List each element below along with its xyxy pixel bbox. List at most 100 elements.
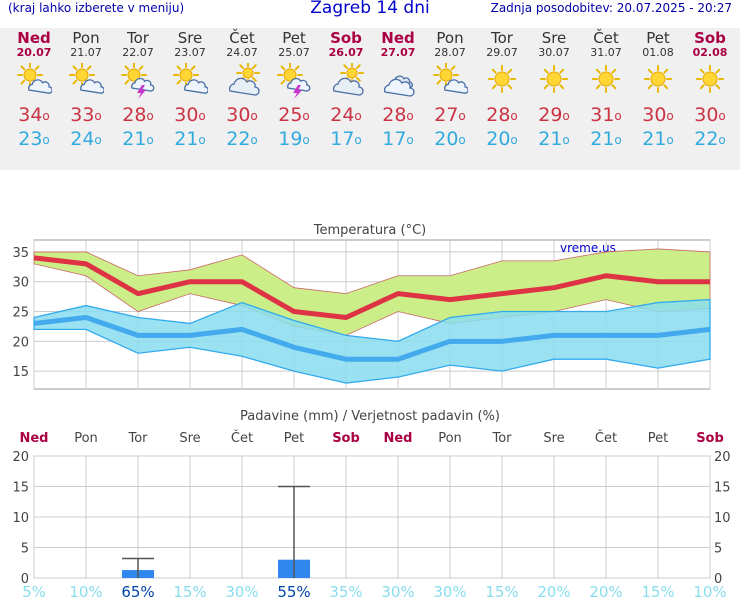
day-name: Sre — [541, 29, 567, 47]
day-date: 26.07 — [328, 46, 364, 59]
forecast-day: Tor 29.07 28o 20o — [476, 30, 528, 151]
precip-probability: 30% — [433, 583, 466, 600]
day-name: Pet — [282, 29, 306, 47]
temp-min: 21o — [122, 128, 154, 150]
precip-day-label: Tor — [127, 431, 148, 446]
precip-y-tick-left: 5 — [21, 542, 29, 557]
temp-chart-title: Temperatura (°C) — [313, 223, 426, 238]
temp-max: 30o — [174, 104, 206, 126]
forecast-day: Tor 22.07 28o 21o — [112, 30, 164, 151]
temp-max: 25o — [278, 104, 310, 126]
precip-probability: 15% — [641, 583, 674, 600]
forecast-day: Sre 30.07 29o 21o — [528, 30, 580, 151]
forecast-day: Pet 25.07 25o 19o — [268, 30, 320, 151]
precip-y-tick-left: 10 — [12, 511, 29, 526]
forecast-day: Sob 02.08 30o 22o — [684, 30, 736, 151]
temp-min: 22o — [694, 128, 726, 150]
precip-probability: 30% — [225, 583, 258, 600]
cloud-icon — [383, 75, 415, 97]
precip-day-label: Pon — [438, 431, 462, 446]
temp-min: 21o — [174, 128, 206, 150]
temp-max: 28o — [382, 104, 414, 126]
temp-y-tick: 30 — [12, 276, 29, 291]
sun-storm-icon — [121, 63, 155, 99]
sun-cloud-icon — [17, 63, 52, 94]
sun-cloud-icon — [173, 63, 208, 94]
temp-min: 22o — [226, 128, 258, 150]
day-name: Sob — [330, 29, 362, 47]
precip-chart-title: Padavine (mm) / Verjetnost padavin (%) — [240, 409, 500, 424]
location-hint[interactable]: (kraj lahko izberete v meniju) — [8, 1, 185, 15]
day-date: 29.07 — [486, 46, 518, 59]
precip-y-tick-right: 5 — [714, 542, 722, 557]
forecast-day: Ned 20.07 34o 23o — [8, 30, 60, 151]
precip-y-tick-right: 15 — [714, 481, 731, 496]
day-date: 27.07 — [380, 46, 416, 59]
day-date: 23.07 — [174, 46, 206, 59]
temp-min: 17o — [382, 128, 414, 150]
precip-day-label: Ned — [19, 431, 48, 446]
precip-day-label: Sob — [332, 431, 360, 446]
page-header: (kraj lahko izberete v meniju) Zagreb 14… — [0, 0, 740, 22]
day-date: 22.07 — [122, 46, 154, 59]
precip-y-tick-left: 15 — [12, 481, 29, 496]
precip-day-label: Sre — [179, 431, 200, 446]
precip-y-tick-left: 20 — [12, 450, 29, 465]
day-name: Pon — [436, 29, 464, 47]
temp-max: 27o — [434, 104, 466, 126]
forecast-strip — [0, 28, 740, 170]
day-date: 28.07 — [434, 46, 466, 59]
forecast-day: Sob 26.07 24o 17o — [320, 30, 372, 151]
day-date: 30.07 — [538, 46, 570, 59]
watermark: vreme.us — [560, 241, 616, 255]
day-name: Čet — [229, 29, 255, 47]
forecast-day: Ned 27.07 28o 17o — [372, 30, 424, 151]
temp-max: 33o — [70, 104, 102, 126]
temp-y-tick: 20 — [12, 335, 29, 350]
temp-min: 20o — [434, 128, 466, 150]
day-date: 20.07 — [16, 46, 52, 59]
precip-day-label: Pet — [284, 431, 304, 446]
temp-min: 17o — [330, 128, 362, 150]
precip-day-label: Čet — [231, 430, 253, 446]
day-name: Ned — [17, 29, 51, 47]
precip-y-tick-right: 10 — [714, 511, 731, 526]
day-name: Tor — [491, 29, 513, 47]
temp-min: 20o — [486, 128, 518, 150]
temp-max: 28o — [122, 104, 154, 126]
day-date: 21.07 — [70, 46, 102, 59]
cloud-sun-icon — [332, 63, 364, 96]
min-temp-band — [33, 298, 711, 384]
temp-y-tick: 35 — [12, 246, 29, 261]
precip-probability: 30% — [381, 583, 414, 600]
temp-min: 21o — [538, 128, 570, 150]
precip-probability: 15% — [173, 583, 206, 600]
precip-y-tick-right: 0 — [714, 572, 722, 587]
temp-max: 34o — [18, 104, 50, 126]
precip-probability: 15% — [485, 583, 518, 600]
day-name: Ned — [381, 29, 415, 47]
temp-max: 29o — [538, 104, 570, 126]
sun-icon — [488, 65, 516, 93]
precip-day-label: Čet — [595, 430, 617, 446]
day-name: Tor — [127, 29, 149, 47]
temp-y-tick: 25 — [12, 306, 29, 321]
day-date: 01.08 — [642, 46, 674, 59]
max-temp-line — [33, 255, 710, 320]
temp-max: 24o — [330, 104, 362, 126]
day-name: Pon — [72, 29, 100, 47]
sun-icon — [696, 65, 724, 93]
day-date: 31.07 — [590, 46, 622, 59]
precip-probability: 65% — [121, 583, 154, 600]
day-date: 25.07 — [278, 46, 310, 59]
precip-probability: 10% — [69, 583, 102, 600]
sun-icon — [592, 65, 620, 93]
precip-y-tick-right: 20 — [714, 450, 731, 465]
temp-min: 19o — [278, 128, 310, 150]
precip-day-label: Tor — [491, 431, 512, 446]
temp-min: 23o — [18, 128, 50, 150]
precip-probability: 55% — [277, 583, 310, 600]
forecast-day: Čet 24.07 30o 22o — [216, 30, 268, 151]
min-temp-line — [33, 314, 711, 362]
